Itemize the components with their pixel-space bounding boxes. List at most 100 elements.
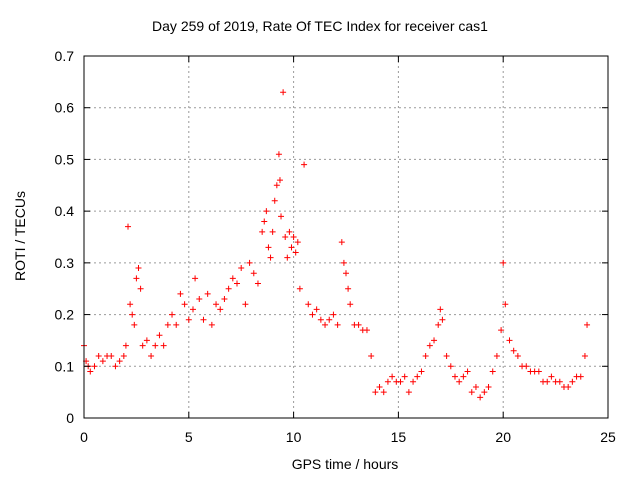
data-point: [489, 368, 496, 375]
x-tick-label: 10: [286, 429, 302, 445]
data-point: [131, 321, 138, 328]
data-point: [296, 285, 303, 292]
data-point: [477, 394, 484, 401]
data-point: [472, 383, 479, 390]
plot-frame: [83, 55, 609, 419]
data-point: [345, 285, 352, 292]
data-point: [292, 249, 299, 256]
data-point: [254, 280, 261, 287]
data-point: [196, 296, 203, 303]
data-point: [447, 363, 454, 370]
data-point: [91, 363, 98, 370]
data-point: [108, 352, 115, 359]
x-tick-label: 0: [80, 429, 88, 445]
data-point: [125, 223, 132, 230]
data-point: [120, 352, 127, 359]
data-point: [485, 383, 492, 390]
data-point: [169, 311, 176, 318]
data-point: [330, 311, 337, 318]
data-point: [435, 321, 442, 328]
data-point: [510, 347, 517, 354]
data-point: [116, 358, 123, 365]
data-point: [275, 151, 282, 158]
data-point: [148, 352, 155, 359]
data-point: [271, 197, 278, 204]
data-point: [468, 389, 475, 396]
data-point: [261, 218, 268, 225]
data-point: [577, 373, 584, 380]
data-point: [397, 378, 404, 385]
data-point: [581, 352, 588, 359]
x-axis-label: GPS time / hours: [291, 456, 399, 472]
data-point: [164, 321, 171, 328]
data-point: [276, 177, 283, 184]
data-point: [204, 290, 211, 297]
data-point: [334, 321, 341, 328]
data-point: [410, 378, 417, 385]
data-point: [200, 316, 207, 323]
data-point: [208, 321, 215, 328]
data-point: [288, 244, 295, 251]
data-point: [185, 316, 192, 323]
data-point: [422, 352, 429, 359]
data-point: [213, 301, 220, 308]
data-point: [192, 275, 199, 282]
y-tick-label: 0.3: [55, 255, 75, 271]
data-point: [99, 358, 106, 365]
data-point: [343, 270, 349, 277]
data-point: [217, 306, 224, 313]
data-point: [347, 301, 354, 308]
chart-title: Day 259 of 2019, Rate Of TEC Index for r…: [152, 18, 488, 34]
data-point: [556, 378, 563, 385]
data-point: [177, 290, 184, 297]
y-tick-label: 0.2: [55, 307, 75, 323]
data-point: [278, 213, 285, 220]
data-point: [389, 373, 396, 380]
data-point: [584, 321, 591, 328]
data-point: [456, 378, 463, 385]
x-tick-label: 20: [495, 429, 511, 445]
data-point: [439, 316, 446, 323]
data-point: [317, 316, 324, 323]
data-point: [87, 368, 94, 375]
data-point: [565, 383, 572, 390]
data-point: [225, 285, 232, 292]
y-tick-label: 0: [66, 410, 74, 426]
data-point: [189, 306, 196, 313]
data-point: [355, 321, 362, 328]
data-point: [309, 311, 316, 318]
data-point: [139, 342, 146, 349]
data-point: [437, 306, 444, 313]
data-point: [265, 244, 272, 251]
data-point: [286, 228, 293, 235]
data-point: [500, 259, 507, 266]
data-point: [160, 342, 167, 349]
data-point: [250, 270, 257, 277]
data-point: [372, 389, 379, 396]
data-point: [246, 259, 253, 266]
y-tick-label: 0.7: [55, 48, 75, 64]
data-point: [267, 254, 274, 261]
data-point: [294, 239, 301, 246]
data-point: [152, 342, 159, 349]
data-point: [313, 306, 320, 313]
data-point: [460, 373, 467, 380]
data-point: [368, 352, 375, 359]
data-point: [401, 373, 408, 380]
data-point: [569, 378, 576, 385]
x-tick-label: 25: [600, 429, 616, 445]
data-point: [301, 161, 308, 168]
data-point: [418, 368, 425, 375]
data-point: [326, 316, 333, 323]
data-point: [156, 332, 163, 339]
data-point: [135, 265, 142, 272]
data-point: [269, 228, 276, 235]
data-point: [284, 254, 291, 261]
data-point: [234, 280, 241, 287]
data-point: [221, 296, 228, 303]
data-point: [493, 352, 500, 359]
data-point: [122, 342, 129, 349]
data-point: [173, 321, 180, 328]
y-tick-label: 0.4: [55, 203, 75, 219]
